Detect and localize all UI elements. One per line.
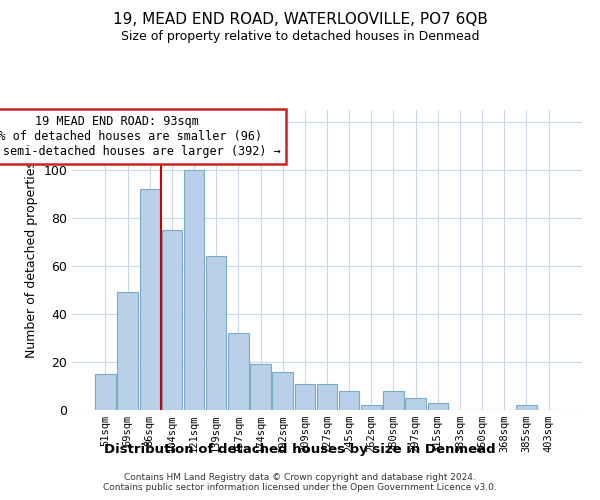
Text: Distribution of detached houses by size in Denmead: Distribution of detached houses by size … xyxy=(104,442,496,456)
Y-axis label: Number of detached properties: Number of detached properties xyxy=(25,162,38,358)
Text: 19, MEAD END ROAD, WATERLOOVILLE, PO7 6QB: 19, MEAD END ROAD, WATERLOOVILLE, PO7 6Q… xyxy=(113,12,487,28)
Bar xyxy=(206,256,226,410)
Bar xyxy=(95,374,116,410)
Text: 19 MEAD END ROAD: 93sqm
← 20% of detached houses are smaller (96)
80% of semi-de: 19 MEAD END ROAD: 93sqm ← 20% of detache… xyxy=(0,115,280,158)
Text: Contains HM Land Registry data © Crown copyright and database right 2024.
Contai: Contains HM Land Registry data © Crown c… xyxy=(103,472,497,492)
Bar xyxy=(383,391,404,410)
Bar xyxy=(428,403,448,410)
Text: Size of property relative to detached houses in Denmead: Size of property relative to detached ho… xyxy=(121,30,479,43)
Bar xyxy=(361,405,382,410)
Bar xyxy=(250,364,271,410)
Bar xyxy=(406,398,426,410)
Bar xyxy=(184,170,204,410)
Bar xyxy=(516,405,536,410)
Bar xyxy=(317,384,337,410)
Bar xyxy=(228,333,248,410)
Bar xyxy=(118,292,138,410)
Bar xyxy=(140,189,160,410)
Bar xyxy=(295,384,315,410)
Bar xyxy=(272,372,293,410)
Bar xyxy=(339,391,359,410)
Bar xyxy=(161,230,182,410)
